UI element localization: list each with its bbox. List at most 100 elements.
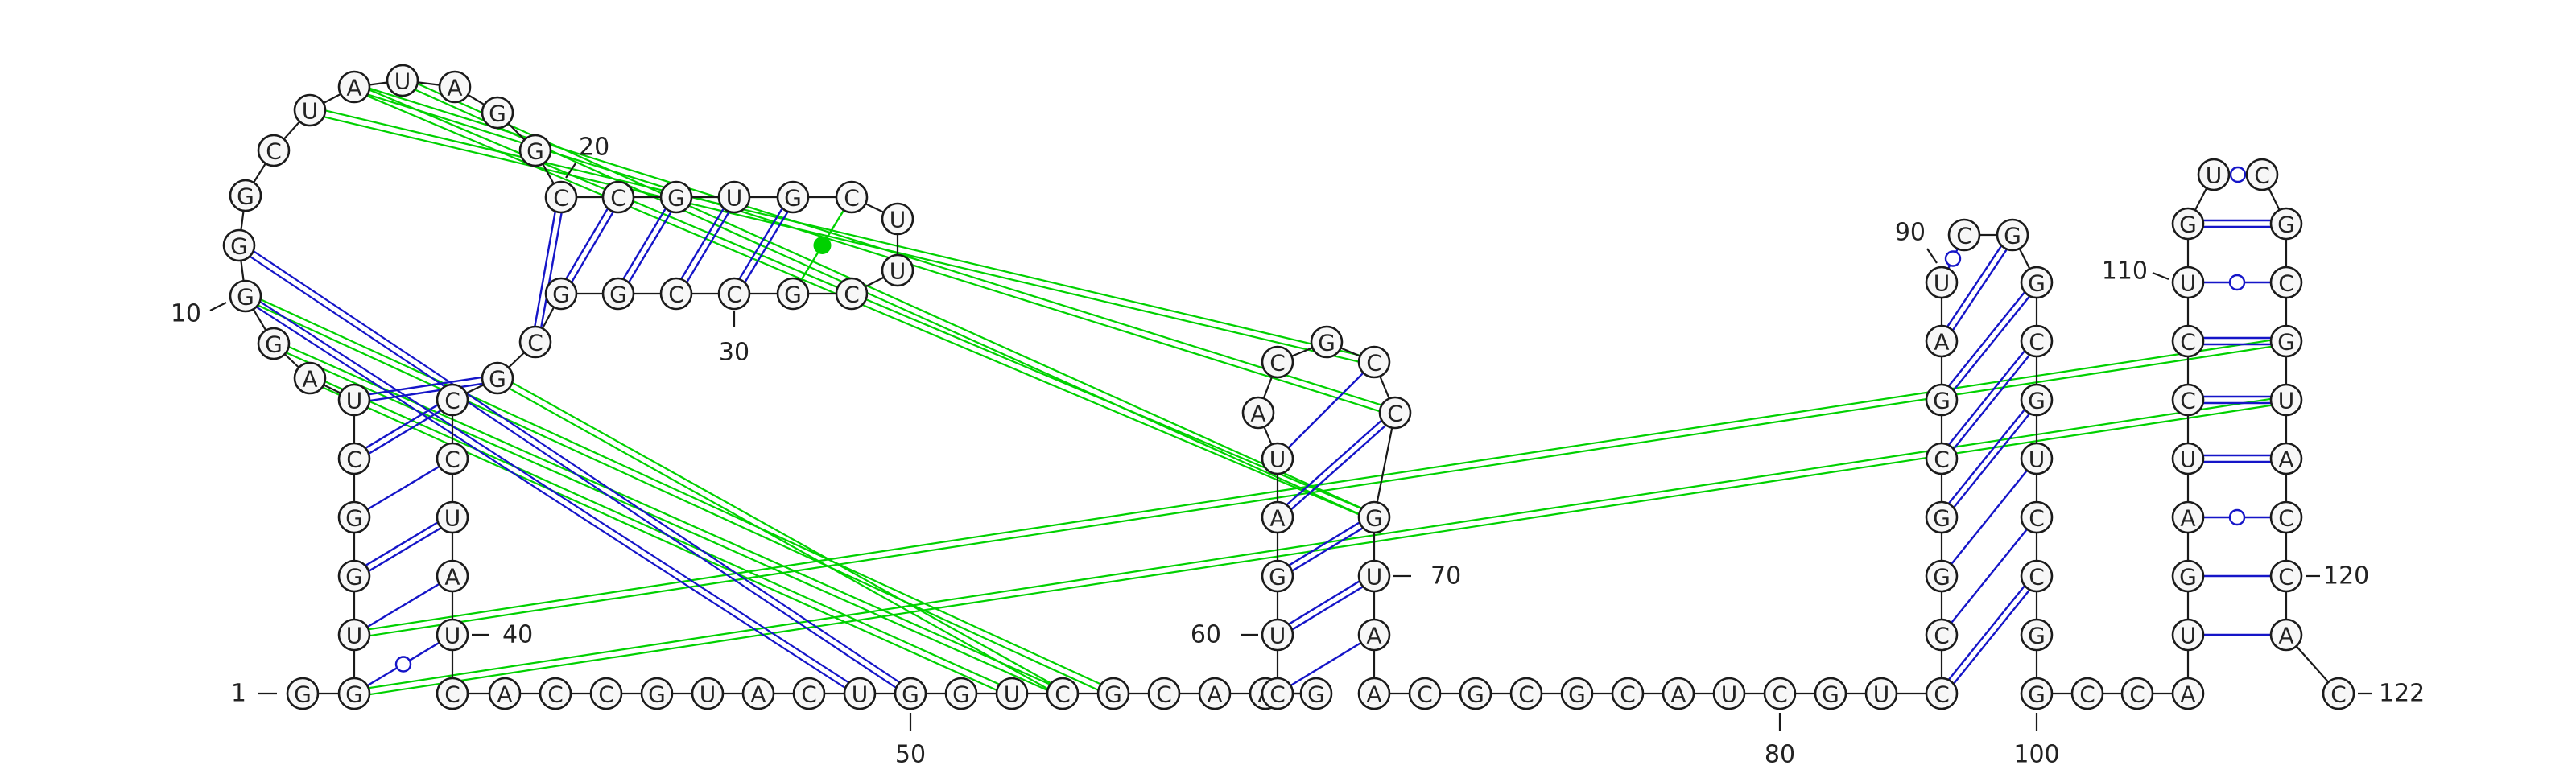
tertiary-contact-line [243, 298, 859, 698]
nucleotide: C [436, 677, 469, 710]
nucleotide-letter: A [1366, 681, 1381, 708]
nucleotide-circle [717, 277, 751, 311]
nucleotide: U [1712, 677, 1746, 710]
position-label: 20 [579, 134, 609, 162]
nucleotide-letter: G [526, 138, 544, 165]
nucleotide-circle [286, 677, 320, 710]
nucleotide-letter: U [890, 207, 906, 233]
nucleotide-circle [601, 277, 635, 311]
nucleotide-letter: C [1956, 223, 1972, 249]
nucleotide-circle [2070, 677, 2104, 710]
nucleotide-letter: A [346, 75, 361, 101]
nucleotide-letter: C [1772, 681, 1788, 708]
tertiary-contact-line [246, 292, 1116, 692]
base-pair-line [365, 521, 439, 566]
nucleotide-circle [843, 677, 877, 710]
nucleotide: G [2020, 383, 2054, 417]
nucleotide-circle [1241, 396, 1275, 430]
nucleotide: C [1378, 396, 1412, 430]
nucleotide: C [2171, 383, 2205, 417]
nucleotide-letter: U [726, 185, 743, 212]
tertiary-contact-line [403, 76, 1377, 516]
nucleotide: C [2269, 500, 2303, 534]
nucleotide-letter: G [952, 681, 970, 708]
nucleotide: G [337, 500, 371, 534]
nucleotide-letter: A [497, 681, 512, 708]
nucleotide: U [1864, 677, 1898, 710]
nucleotide-circle [1261, 442, 1294, 475]
backbone-segment [1373, 412, 1397, 518]
wobble-pair-marker [394, 656, 412, 673]
nucleotide-letter: G [648, 681, 666, 708]
nucleotide-circle [691, 677, 724, 710]
nucleotide-circle [1357, 500, 1391, 534]
nucleotide-letter: U [1873, 681, 1890, 708]
nucleotide-letter: C [2330, 681, 2347, 708]
nucleotide-letter: G [2277, 329, 2295, 356]
nucleotide-circle [436, 677, 469, 710]
nucleotide: G [894, 677, 927, 710]
nucleotide: G [1560, 677, 1594, 710]
tertiary-contact-line [495, 380, 1062, 698]
nucleotide: C [1509, 677, 1543, 710]
nucleotide: U [843, 677, 877, 710]
nucleotide-letter: G [1467, 681, 1484, 708]
nucleotide-letter: G [609, 282, 627, 308]
nucleotide: G [481, 96, 514, 130]
nucleotide: U [2269, 383, 2303, 417]
nucleotide-letter: G [902, 681, 919, 708]
nucleotide-circle [222, 228, 256, 262]
nucleotide: G [286, 677, 320, 710]
nucleotide-letter: U [346, 623, 363, 649]
nucleotide-letter: C [1620, 681, 1636, 708]
nucleotide-circle [1299, 677, 1333, 710]
nucleotide-circle [337, 677, 371, 710]
nucleotide-letter: C [2254, 163, 2270, 189]
base-pair-line [1291, 527, 1364, 572]
nucleotide-letter: G [1933, 505, 1951, 532]
nucleotide-circle [1357, 618, 1391, 652]
nucleotide: C [1261, 677, 1294, 710]
nucleotide-circle [2020, 559, 2054, 593]
base-pair-line [565, 208, 609, 280]
nucleotide-letter: A [444, 564, 460, 591]
nucleotide-circle [337, 559, 371, 593]
tertiary-contact-line [240, 241, 913, 692]
nucleotide: U [2171, 442, 2205, 475]
nucleotide-letter: C [2079, 681, 2095, 708]
nucleotide-circle [1712, 677, 1746, 710]
nucleotide: C [589, 677, 623, 710]
nucleotide-letter: G [345, 505, 363, 532]
nucleotide-circle [1925, 500, 1959, 534]
nucleotide: A [1925, 324, 1959, 358]
nucleotide-circle [229, 179, 262, 212]
nucleotide-circle [2020, 383, 2054, 417]
nucleotide: G [1814, 677, 1847, 710]
nucleotide: C [2120, 677, 2154, 710]
nucleotide-letter: C [1366, 350, 1382, 377]
noncanonical-pair-marker [813, 237, 832, 254]
nucleotide-letter: G [2277, 212, 2295, 238]
nucleotide: A [1261, 500, 1294, 534]
nucleotide-letter: C [1934, 447, 1950, 473]
base-pair-line [1953, 354, 2031, 450]
nucleotide-circle [337, 70, 371, 104]
base-pair-line [738, 208, 783, 280]
nucleotide-circle [1925, 618, 1959, 652]
base-pair-line [1947, 409, 2025, 504]
nucleotide-letter: C [1269, 681, 1286, 708]
nucleotide-letter: C [726, 282, 742, 308]
nucleotide-letter: U [1269, 623, 1286, 649]
nucleotide-letter: C [801, 681, 817, 708]
nucleotide-letter: C [2029, 505, 2045, 532]
tertiary-contact-line [237, 247, 910, 698]
nucleotide-circle [257, 327, 291, 360]
nucleotide: U [717, 180, 751, 214]
nucleotide-circle [1261, 618, 1294, 652]
base-pair-line [1287, 372, 1364, 449]
nucleotide: C [601, 180, 635, 214]
nucleotide-letter: C [844, 185, 860, 212]
nucleotide: G [944, 677, 978, 710]
nucleotide: G [544, 277, 578, 311]
nucleotide-letter: C [844, 282, 860, 308]
